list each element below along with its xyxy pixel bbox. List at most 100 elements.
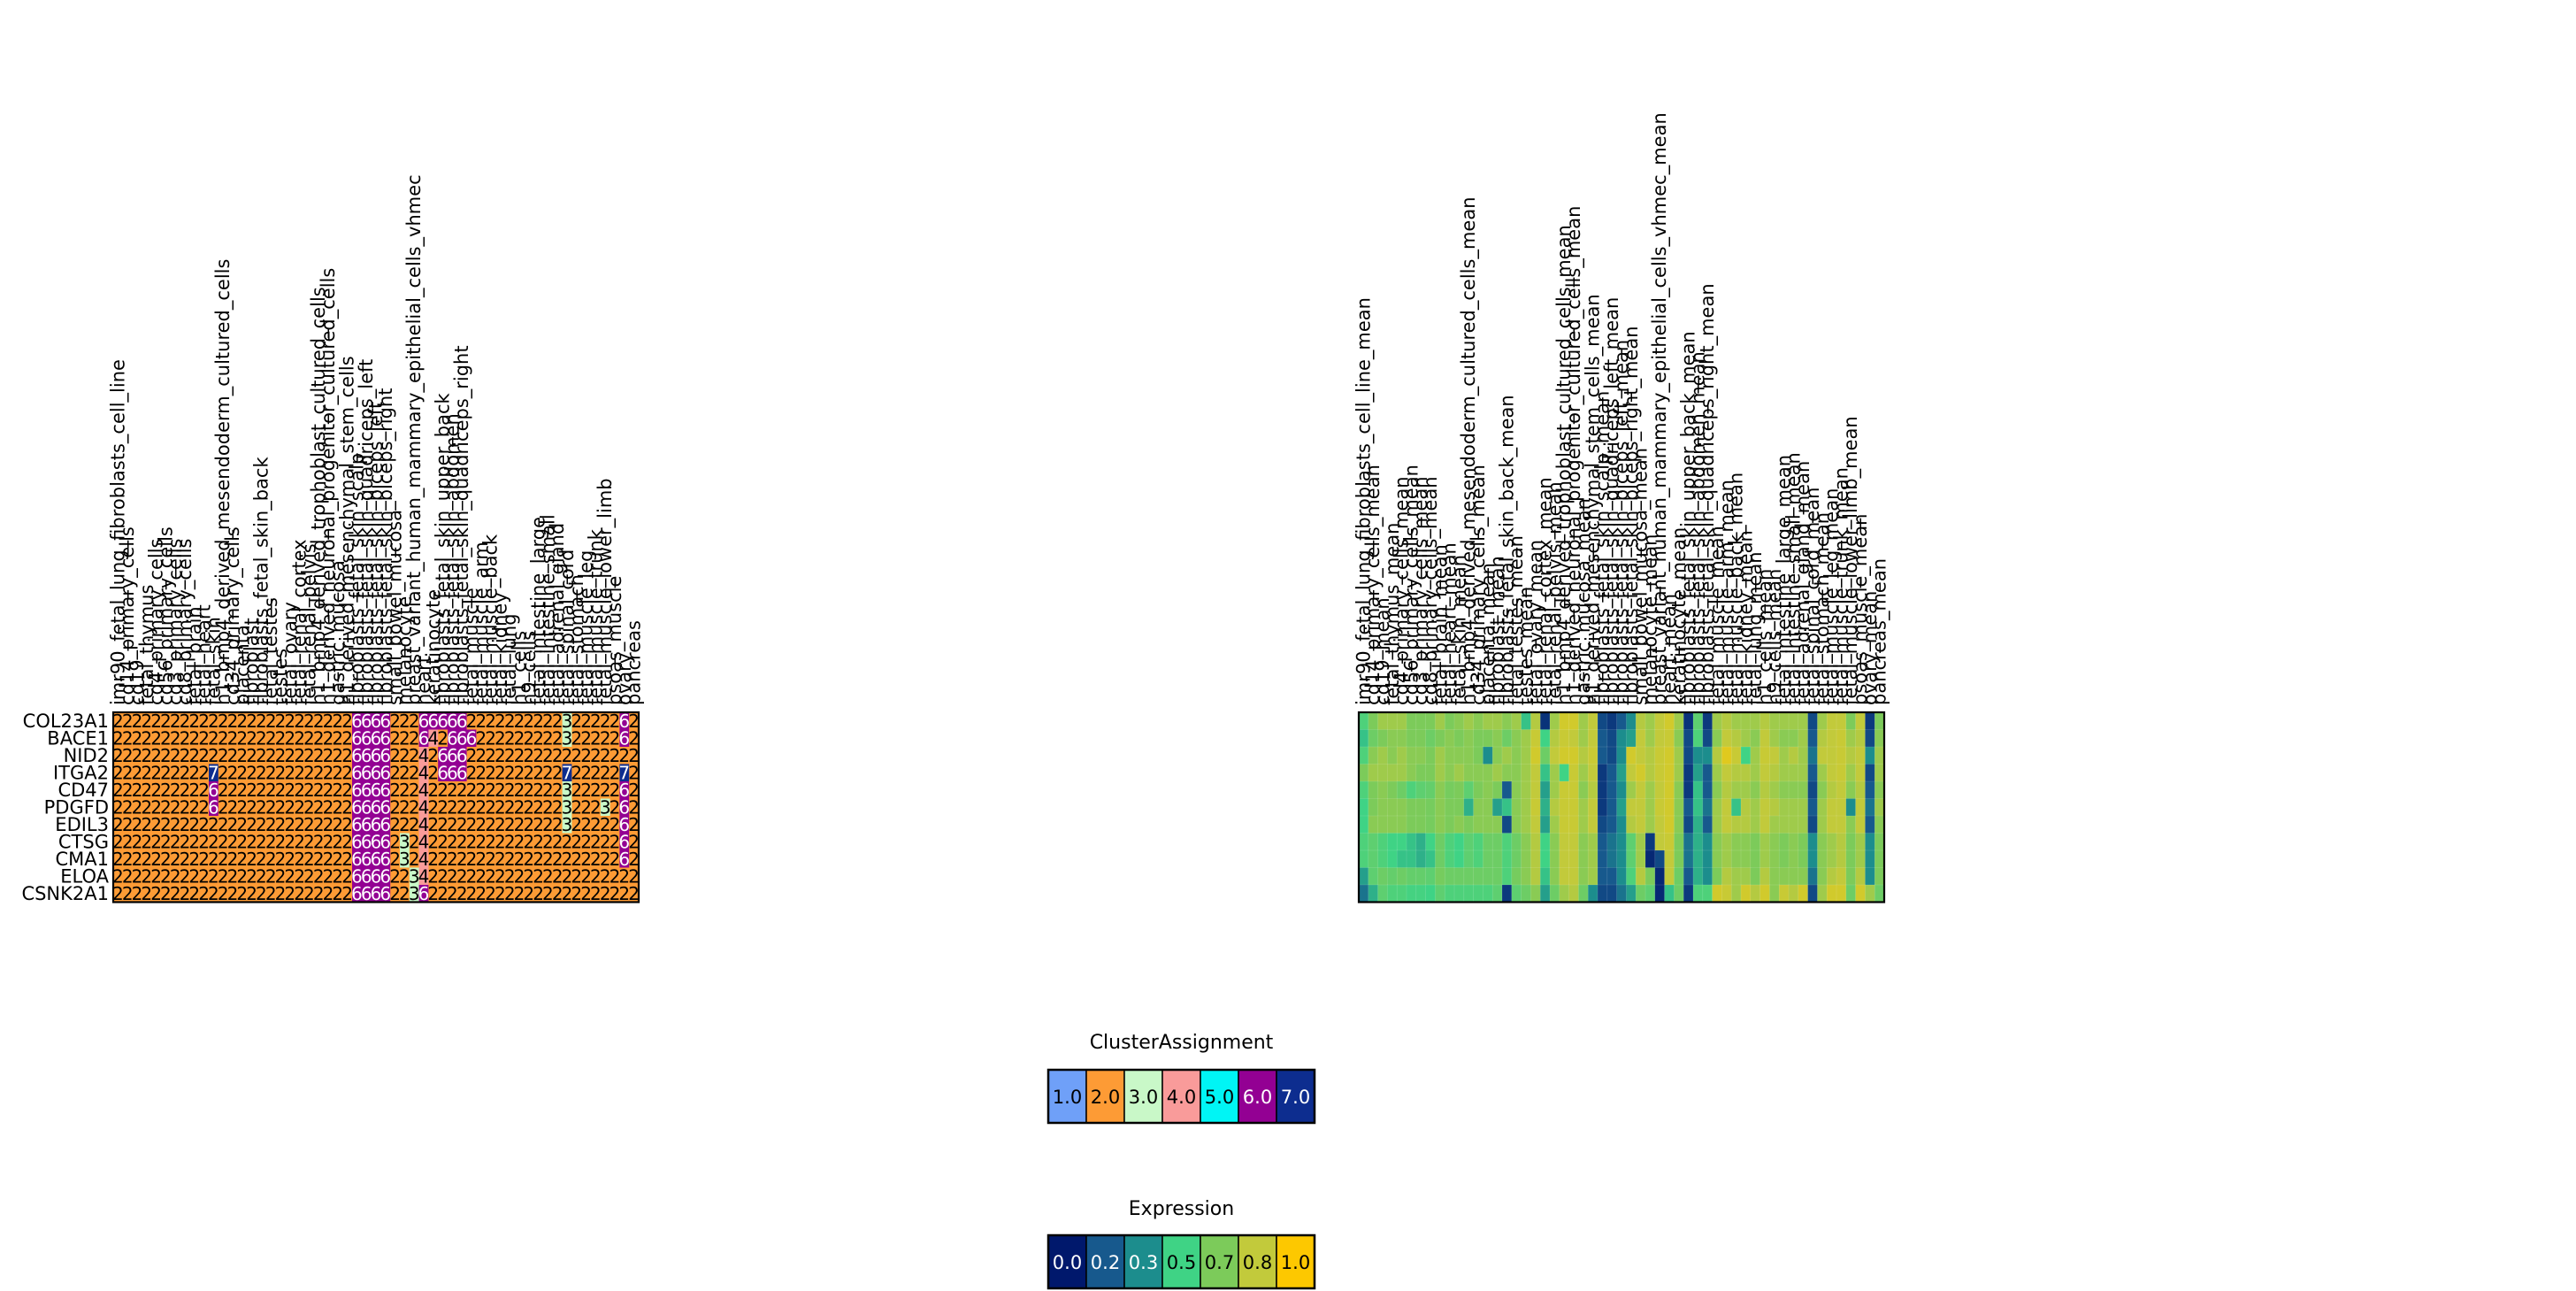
heatmap-cell — [504, 833, 515, 851]
heatmap-cell — [486, 729, 496, 748]
heatmap-cell — [591, 798, 602, 817]
cell-value-label: 6 — [418, 883, 430, 904]
heatmap-cell — [1463, 815, 1475, 834]
cell-value-label: 2 — [198, 727, 210, 749]
heatmap-cell — [1501, 849, 1513, 869]
heatmap-cell — [1644, 884, 1656, 903]
column-label: testes — [270, 649, 291, 705]
cell-value-label: 4 — [418, 745, 430, 766]
cell-value-label: 3 — [409, 883, 420, 904]
heatmap-cell — [237, 764, 248, 782]
heatmap-cell — [1463, 867, 1475, 886]
cell-value-label: 2 — [542, 796, 554, 818]
heatmap-cell — [189, 850, 200, 868]
column-label: psoas_muscle — [604, 576, 626, 705]
cell-value-label: 2 — [542, 727, 554, 749]
heatmap-cell — [619, 764, 630, 782]
heatmap-cell — [333, 729, 343, 748]
heatmap-cell — [1435, 833, 1445, 851]
heatmap-cell — [1769, 780, 1780, 800]
cell-value-label: 2 — [341, 711, 353, 732]
heatmap-cell — [1769, 867, 1780, 886]
heatmap-cell — [1559, 884, 1570, 903]
cell-value-label: 2 — [236, 711, 248, 732]
heatmap-cell — [380, 885, 391, 903]
heatmap-cell — [132, 885, 142, 903]
cell-value-label: 2 — [590, 745, 602, 766]
heatmap-cell — [1817, 849, 1828, 869]
heatmap-cell — [1769, 884, 1780, 903]
heatmap-cell — [1559, 729, 1570, 748]
heatmap-cell — [1463, 884, 1475, 903]
cell-value-label: 2 — [284, 849, 295, 870]
cell-value-label: 2 — [256, 865, 267, 887]
heatmap-cell — [132, 729, 142, 748]
cell-value-label: 2 — [188, 814, 200, 835]
heatmap-cell — [1368, 729, 1379, 748]
heatmap-cell — [371, 781, 381, 799]
cell-value-label: 2 — [275, 727, 287, 749]
cell-value-label: 2 — [494, 780, 506, 801]
heatmap-cell — [209, 885, 219, 903]
cell-value-label: 2 — [475, 865, 487, 887]
heatmap-cell — [1674, 711, 1684, 731]
cell-value-label: 2 — [341, 727, 353, 749]
heatmap-cell — [1712, 711, 1722, 731]
cell-value-label: 2 — [341, 780, 353, 801]
heatmap-cell — [524, 729, 534, 748]
heatmap-cell — [1539, 849, 1551, 869]
cell-value-label: 2 — [265, 745, 277, 766]
heatmap-cell — [1664, 780, 1675, 800]
cell-value-label: 2 — [141, 831, 152, 852]
cell-value-label: 2 — [236, 831, 248, 852]
heatmap-cell — [1654, 867, 1666, 886]
heatmap-cell — [400, 885, 410, 903]
cell-value-label: 2 — [494, 762, 506, 783]
heatmap-cell — [1501, 729, 1513, 748]
heatmap-cell — [189, 764, 200, 782]
heatmap-cell — [371, 867, 381, 886]
heatmap-cell — [295, 867, 305, 886]
heatmap-cell — [1521, 798, 1531, 817]
heatmap-cell — [1377, 746, 1388, 765]
heatmap-cell — [524, 833, 534, 851]
heatmap-cell — [189, 781, 200, 799]
cell-value-label: 2 — [313, 780, 325, 801]
cell-value-label: 2 — [275, 883, 287, 904]
heatmap-frame — [1357, 711, 1886, 903]
heatmap-cell — [581, 729, 592, 748]
heatmap-cell — [409, 816, 419, 834]
heatmap-cell — [1644, 764, 1656, 782]
heatmap-cell — [247, 729, 257, 748]
row-label: EDIL3 — [55, 814, 109, 835]
column-label: fibroblasts_fetal_skin_biceps_left — [365, 402, 387, 705]
heatmap-cell — [1597, 780, 1608, 800]
heatmap-cell — [1597, 764, 1608, 782]
cell-value-label: 2 — [610, 711, 621, 732]
cell-value-label: 2 — [437, 831, 448, 852]
cell-value-label: 2 — [571, 780, 582, 801]
heatmap-cell — [1788, 764, 1799, 782]
cell-value-label: 2 — [409, 796, 420, 818]
heatmap-cell — [1740, 780, 1752, 800]
cell-value-label: 2 — [256, 883, 267, 904]
heatmap-cell — [1798, 815, 1809, 834]
heatmap-cell — [514, 816, 525, 834]
heatmap-cell — [209, 816, 219, 834]
cell-value-label: 2 — [514, 849, 525, 870]
heatmap-cell — [581, 833, 592, 851]
cell-value-label: 2 — [265, 727, 277, 749]
heatmap-cell — [1664, 711, 1675, 731]
heatmap-cell — [1396, 746, 1407, 765]
heatmap-cell — [304, 850, 315, 868]
cell-value-label: 6 — [351, 831, 363, 852]
heatmap-cell — [227, 867, 238, 886]
heatmap-cell — [199, 885, 210, 903]
cell-value-label: 2 — [600, 780, 611, 801]
heatmap-cell — [1635, 815, 1646, 834]
heatmap-cell — [199, 833, 210, 851]
cell-value-label: 2 — [112, 745, 124, 766]
cell-value-label: 2 — [341, 814, 353, 835]
heatmap-cell — [456, 816, 467, 834]
cell-value-label: 2 — [275, 831, 287, 852]
